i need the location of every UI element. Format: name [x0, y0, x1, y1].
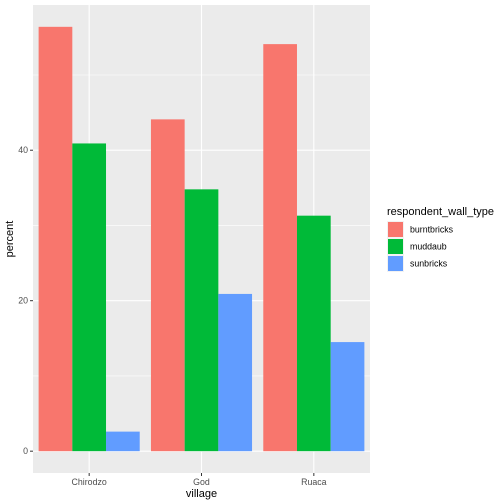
bars: [38, 26, 365, 452]
bar-burntbricks-God: [150, 119, 185, 452]
y-tick-label: 0: [23, 446, 28, 456]
legend-title: respondent_wall_type: [387, 206, 494, 218]
legend-label-burntbricks: burntbricks: [410, 225, 454, 235]
legend-key-burntbricks: [388, 222, 403, 237]
x-tick-label: Ruaca: [301, 477, 327, 487]
y-axis-title: percent: [4, 221, 16, 258]
y-tick-label: 40: [18, 145, 28, 155]
bar-muddaub-Ruaca: [296, 215, 331, 452]
legend-key-sunbricks: [388, 256, 403, 271]
axes: 0 20 40 Chirodzo God Ruaca: [18, 145, 326, 487]
legend-key-muddaub: [388, 239, 403, 254]
legend-label-sunbricks: sunbricks: [410, 259, 448, 269]
y-tick-label: 20: [18, 296, 28, 306]
bar-sunbricks-God: [218, 293, 253, 452]
bar-burntbricks-Chirodzo: [38, 26, 73, 452]
bar-sunbricks-Chirodzo: [106, 431, 140, 452]
legend-label-muddaub: muddaub: [410, 242, 447, 252]
legend: respondent_wall_type burntbricks muddaub s…: [387, 206, 494, 272]
x-axis-title: village: [186, 488, 217, 500]
bar-burntbricks-Ruaca: [263, 44, 297, 452]
bar-muddaub-Chirodzo: [72, 143, 107, 452]
x-tick-label: God: [193, 477, 210, 487]
x-tick-label: Chirodzo: [72, 477, 107, 487]
bar-muddaub-God: [184, 189, 219, 452]
bar-sunbricks-Ruaca: [330, 342, 365, 452]
